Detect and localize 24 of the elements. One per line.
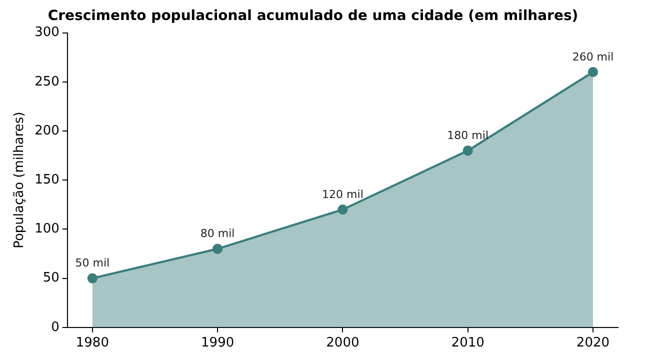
data-label: 260 mil bbox=[572, 50, 614, 64]
data-label: 180 mil bbox=[447, 129, 489, 142]
y-tick-label: 100 bbox=[34, 222, 60, 237]
point bbox=[212, 244, 223, 254]
y-axis-title: População (milhares) bbox=[12, 112, 28, 248]
y-tick-label: 300 bbox=[34, 25, 60, 40]
y-tick-label: 150 bbox=[34, 172, 60, 188]
chart-title: Crescimento populacional acumulado de uma cidade (em milhares) bbox=[48, 8, 578, 24]
y-tick-label: 0 bbox=[51, 320, 60, 335]
point bbox=[87, 273, 98, 284]
x-tick-label: 1990 bbox=[201, 336, 234, 351]
x-tick-label: 2000 bbox=[326, 336, 360, 351]
y-tick-label: 200 bbox=[34, 123, 60, 138]
x-tick-label: 2010 bbox=[451, 336, 484, 351]
x-tick-label: 1980 bbox=[76, 336, 109, 351]
y-tick-label: 250 bbox=[34, 74, 60, 90]
point bbox=[338, 204, 348, 215]
data-label: 80 mil bbox=[200, 227, 235, 240]
point bbox=[588, 66, 598, 78]
data-label: 120 mil bbox=[322, 188, 364, 201]
y-tick-label: 50 bbox=[42, 270, 60, 286]
point bbox=[462, 146, 473, 156]
data-label: 50 mil bbox=[75, 256, 110, 270]
x-tick-label: 2020 bbox=[576, 336, 610, 351]
